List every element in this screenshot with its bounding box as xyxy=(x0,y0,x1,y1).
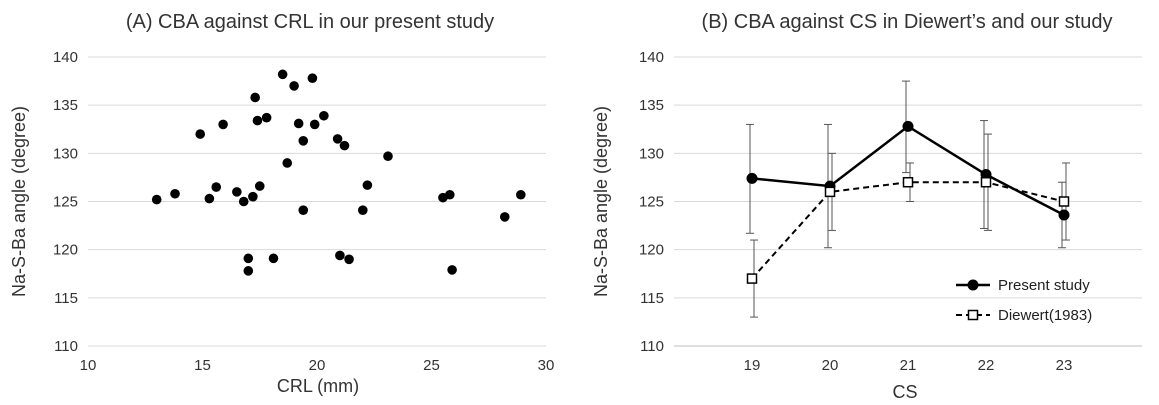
data-point xyxy=(293,118,304,129)
data-point xyxy=(383,151,393,162)
legend: Present study Diewert(1983) xyxy=(956,277,1092,324)
x-tick-label-b: 21 xyxy=(900,357,917,374)
chart-b-title: (B) CBA against CS in Diewert’s and our … xyxy=(702,11,1113,33)
data-point xyxy=(335,250,345,261)
scatter-chart-a: (A) CBA against CRL in our present study… xyxy=(9,11,555,396)
data-point xyxy=(344,254,354,265)
data-point xyxy=(362,180,373,190)
data-point xyxy=(261,112,272,123)
y-tick-label-a: 130 xyxy=(53,145,78,162)
data-point xyxy=(282,158,293,168)
data-point xyxy=(151,194,162,205)
data-point xyxy=(447,265,457,275)
x-tick-label-a: 10 xyxy=(80,357,97,374)
x-tick-label-b: 19 xyxy=(744,357,761,374)
x-tick-label-b: 22 xyxy=(978,357,995,374)
y-tick-label-b: 125 xyxy=(639,194,664,211)
marker-present-study xyxy=(746,172,758,184)
y-tick-label-a: 120 xyxy=(53,242,78,259)
data-point xyxy=(243,266,254,276)
marker-diewert xyxy=(824,186,836,198)
x-tick-label-b: 23 xyxy=(1056,357,1073,374)
legend-label: Diewert(1983) xyxy=(998,307,1092,324)
data-point xyxy=(445,189,455,200)
data-point xyxy=(211,182,222,192)
legend-label: Present study xyxy=(998,277,1090,294)
y-axis-label-a: Na-S-Ba angle (degree) xyxy=(9,106,29,297)
data-point xyxy=(218,119,228,130)
legend-marker xyxy=(967,279,979,291)
data-point xyxy=(268,253,279,264)
line-chart-b: (B) CBA against CS in Diewert’s and our … xyxy=(591,11,1142,402)
data-point xyxy=(309,119,320,130)
y-tick-label-b: 130 xyxy=(639,145,664,162)
data-point xyxy=(277,69,288,80)
y-tick-label-a: 110 xyxy=(54,338,78,355)
data-point xyxy=(332,134,343,144)
y-tick-label-a: 125 xyxy=(53,194,78,211)
x-tick-label-b: 20 xyxy=(822,357,839,374)
marker-diewert xyxy=(746,273,758,284)
y-tick-label-b: 115 xyxy=(640,290,664,307)
data-point xyxy=(319,110,329,121)
data-point xyxy=(289,81,299,91)
x-axis-label-a: CRL (mm) xyxy=(277,376,359,396)
marker-present-study xyxy=(902,120,914,132)
data-point xyxy=(298,136,309,146)
data-point xyxy=(339,140,350,151)
series-line-diewert xyxy=(751,181,1065,280)
y-tick-label-a: 135 xyxy=(53,97,78,114)
data-point xyxy=(243,253,254,264)
x-tick-label-a: 20 xyxy=(309,357,326,374)
x-tick-label-a: 15 xyxy=(194,357,211,374)
data-point xyxy=(516,189,526,200)
data-point xyxy=(232,187,242,197)
data-point xyxy=(238,196,249,207)
y-tick-label-b: 140 xyxy=(639,49,664,66)
data-point xyxy=(248,191,258,202)
marker-present-study xyxy=(1058,209,1070,221)
data-point xyxy=(204,193,215,204)
marker-diewert xyxy=(980,176,992,188)
marker-diewert xyxy=(902,176,914,188)
y-tick-label-a: 140 xyxy=(53,49,78,66)
data-point xyxy=(170,188,180,199)
x-axis-label-b: CS xyxy=(892,382,917,402)
chart-a-title: (A) CBA against CRL in our present study xyxy=(126,11,494,33)
data-point xyxy=(254,181,265,191)
data-point xyxy=(298,205,309,215)
y-tick-label-b: 110 xyxy=(640,338,664,355)
data-point xyxy=(307,73,318,83)
x-tick-label-a: 30 xyxy=(538,357,555,374)
data-point xyxy=(499,212,510,222)
data-point xyxy=(358,205,368,215)
y-axis-label-b: Na-S-Ba angle (degree) xyxy=(591,106,611,297)
data-point xyxy=(250,92,260,103)
y-tick-label-b: 120 xyxy=(639,242,664,259)
data-point xyxy=(252,115,263,126)
x-tick-label-a: 25 xyxy=(423,357,440,374)
data-point xyxy=(195,129,206,139)
y-tick-label-b: 135 xyxy=(639,97,664,114)
y-tick-label-a: 115 xyxy=(54,290,78,307)
legend-marker xyxy=(967,309,979,321)
marker-diewert xyxy=(1058,196,1070,207)
